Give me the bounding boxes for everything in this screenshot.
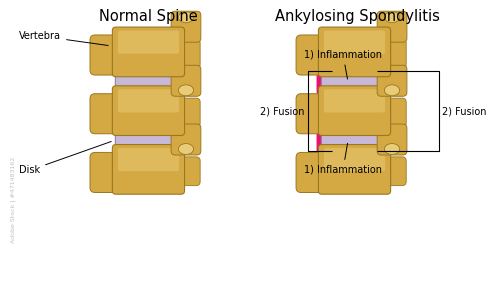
FancyBboxPatch shape xyxy=(324,31,385,54)
FancyBboxPatch shape xyxy=(296,152,331,192)
FancyBboxPatch shape xyxy=(296,94,331,134)
FancyBboxPatch shape xyxy=(318,27,390,77)
Ellipse shape xyxy=(178,144,194,155)
FancyBboxPatch shape xyxy=(112,27,184,77)
FancyBboxPatch shape xyxy=(118,31,179,54)
FancyBboxPatch shape xyxy=(381,39,406,68)
FancyBboxPatch shape xyxy=(116,131,182,151)
FancyBboxPatch shape xyxy=(377,65,407,96)
Ellipse shape xyxy=(178,12,194,23)
FancyBboxPatch shape xyxy=(318,128,391,153)
FancyBboxPatch shape xyxy=(118,148,179,171)
FancyBboxPatch shape xyxy=(318,69,391,94)
FancyBboxPatch shape xyxy=(322,72,388,92)
FancyBboxPatch shape xyxy=(112,86,184,136)
Text: Vertebra: Vertebra xyxy=(19,31,108,46)
Text: 1) Inflammation: 1) Inflammation xyxy=(304,143,382,175)
FancyBboxPatch shape xyxy=(322,131,388,151)
Text: Disk: Disk xyxy=(19,141,111,175)
FancyBboxPatch shape xyxy=(116,72,182,92)
FancyBboxPatch shape xyxy=(321,72,388,92)
Text: 2) Fusion: 2) Fusion xyxy=(260,106,305,116)
Ellipse shape xyxy=(384,144,400,155)
FancyBboxPatch shape xyxy=(324,89,385,113)
FancyBboxPatch shape xyxy=(90,94,125,134)
FancyBboxPatch shape xyxy=(381,98,406,127)
FancyBboxPatch shape xyxy=(377,11,407,42)
FancyBboxPatch shape xyxy=(171,124,201,155)
FancyBboxPatch shape xyxy=(118,89,179,113)
FancyBboxPatch shape xyxy=(171,65,201,96)
Text: Adobe Stock | #471483162: Adobe Stock | #471483162 xyxy=(10,157,16,243)
FancyBboxPatch shape xyxy=(90,35,125,75)
FancyBboxPatch shape xyxy=(112,144,184,194)
FancyBboxPatch shape xyxy=(318,86,390,136)
FancyBboxPatch shape xyxy=(381,157,406,186)
Text: 2) Fusion: 2) Fusion xyxy=(442,106,486,116)
Ellipse shape xyxy=(178,85,194,96)
FancyBboxPatch shape xyxy=(175,157,200,186)
FancyBboxPatch shape xyxy=(171,11,201,42)
FancyBboxPatch shape xyxy=(324,148,385,171)
FancyBboxPatch shape xyxy=(318,144,390,194)
Ellipse shape xyxy=(384,12,400,23)
FancyBboxPatch shape xyxy=(175,39,200,68)
FancyBboxPatch shape xyxy=(90,152,125,192)
FancyBboxPatch shape xyxy=(296,35,331,75)
FancyBboxPatch shape xyxy=(175,98,200,127)
FancyBboxPatch shape xyxy=(377,124,407,155)
FancyBboxPatch shape xyxy=(321,131,388,151)
Text: Ankylosing Spondylitis: Ankylosing Spondylitis xyxy=(275,9,440,24)
Text: Normal Spine: Normal Spine xyxy=(99,9,198,24)
Ellipse shape xyxy=(384,85,400,96)
Text: 1) Inflammation: 1) Inflammation xyxy=(304,50,382,79)
